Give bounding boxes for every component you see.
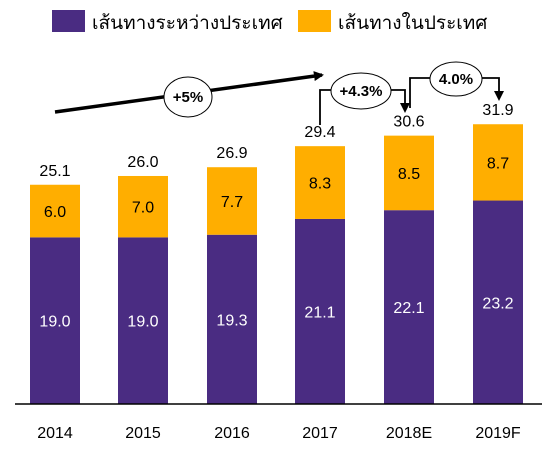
step-annotation-2019: 4.0% — [409, 61, 504, 108]
trend-label: +5% — [173, 89, 203, 106]
bars — [30, 124, 523, 404]
legend: เส้นทางระหว่างประเทศ เส้นทางในประเทศ — [52, 10, 487, 34]
data-labels: 19.0 6.0 25.1 19.0 7.0 26.0 19.3 7.7 26.9 21.1 8.3… — [39, 102, 513, 330]
label-total-2014: 25.1 — [39, 163, 70, 180]
label-domestic-2017: 8.3 — [309, 176, 331, 193]
label-international-2014: 19.0 — [39, 314, 70, 331]
tick-label-2014: 2014 — [37, 425, 73, 442]
tick-label-2016: 2016 — [214, 425, 250, 442]
bar-international-2017 — [295, 218, 345, 404]
legend-label-domestic: เส้นทางในประเทศ — [338, 12, 487, 34]
label-international-2016: 19.3 — [216, 312, 247, 329]
label-domestic-2018E: 8.5 — [398, 166, 420, 183]
bar-domestic-2014 — [30, 184, 80, 238]
step-label-2018: +4.3% — [340, 83, 383, 100]
legend-swatch-domestic — [298, 10, 331, 32]
label-international-2017: 21.1 — [304, 304, 335, 321]
bar-domestic-2017 — [295, 146, 345, 219]
tick-label-2018E: 2018E — [386, 425, 432, 442]
bar-international-2014 — [30, 237, 80, 404]
legend-label-international: เส้นทางระหว่างประเทศ — [92, 13, 283, 34]
bar-domestic-2015 — [118, 175, 168, 238]
tick-label-2015: 2015 — [125, 425, 161, 442]
label-international-2018E: 22.1 — [393, 300, 424, 317]
label-domestic-2019F: 8.7 — [487, 155, 509, 172]
bar-international-2016 — [207, 234, 257, 404]
tick-label-2019F: 2019F — [475, 425, 521, 442]
bar-domestic-2016 — [207, 167, 257, 235]
label-domestic-2014: 6.0 — [44, 204, 66, 221]
trend-bubble — [163, 76, 213, 118]
label-total-2015: 26.0 — [127, 154, 158, 171]
label-total-2016: 26.9 — [216, 145, 247, 162]
label-total-2019F: 31.9 — [482, 102, 513, 119]
bar-domestic-2019F — [473, 124, 523, 201]
step-annotation-2018: +4.3% — [319, 72, 410, 125]
label-domestic-2015: 7.0 — [132, 200, 154, 217]
tick-label-2017: 2017 — [302, 425, 338, 442]
label-international-2015: 19.0 — [127, 314, 158, 331]
x-axis-ticks: 2014 2015 2016 2017 2018E 2019F — [37, 425, 521, 442]
trend-annotation: +5% — [54, 71, 324, 118]
step-bubble-2019 — [429, 61, 483, 97]
bar-international-2015 — [118, 237, 168, 404]
bar-domestic-2018E — [384, 135, 434, 211]
step-label-2019: 4.0% — [439, 71, 473, 88]
bar-international-2019F — [473, 200, 523, 404]
label-domestic-2016: 7.7 — [221, 194, 243, 211]
step-bubble-2018 — [330, 72, 392, 110]
label-international-2019F: 23.2 — [482, 295, 513, 312]
label-total-2018E: 30.6 — [393, 114, 424, 131]
legend-swatch-international — [52, 10, 85, 32]
bar-international-2018E — [384, 210, 434, 404]
label-total-2017: 29.4 — [304, 124, 335, 141]
